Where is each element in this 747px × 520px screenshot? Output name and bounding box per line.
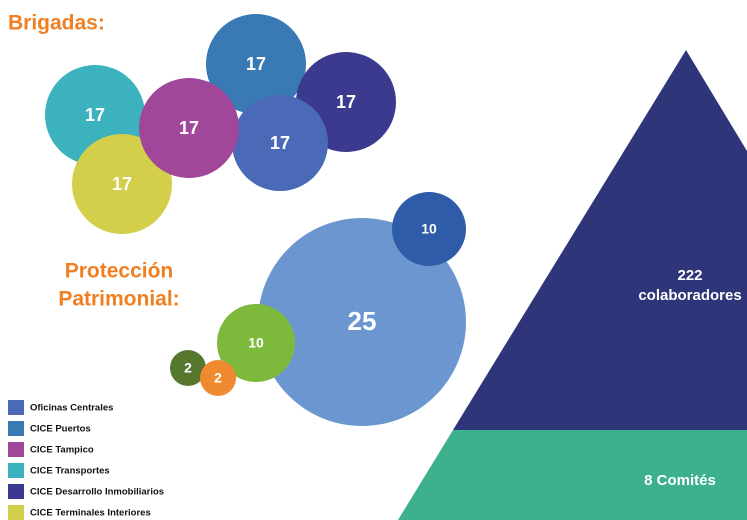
legend-label: CICE Puertos <box>30 424 91 435</box>
legend-swatch <box>8 400 24 415</box>
bubble <box>258 218 466 426</box>
bubble <box>139 78 239 178</box>
pyramid-label: colaboradores <box>638 287 741 304</box>
legend-swatch <box>8 505 24 520</box>
bubble <box>72 134 172 234</box>
legend-label: Oficinas Centrales <box>30 403 113 414</box>
bubble <box>200 360 236 396</box>
bubble-label: 10 <box>421 221 437 237</box>
legend-label: CICE Desarrollo Inmobiliarios <box>30 487 164 498</box>
bubble-label: 10 <box>248 335 264 351</box>
legend-label: CICE Transportes <box>30 466 110 477</box>
legend-swatch <box>8 463 24 478</box>
bubble-label: 17 <box>336 92 356 112</box>
bubble <box>217 304 295 382</box>
bubble-label: 25 <box>348 306 377 336</box>
bubble-label: 2 <box>184 360 192 376</box>
proteccion-title: Protección <box>65 260 174 283</box>
legend-swatch <box>8 484 24 499</box>
bubble-label: 17 <box>179 118 199 138</box>
bubble-label: 17 <box>85 105 105 125</box>
bubble-label: 17 <box>112 174 132 194</box>
brigadas-title: Brigadas: <box>8 12 105 35</box>
proteccion-title: Patrimonial: <box>58 288 179 311</box>
bubble-label: 2 <box>214 370 222 386</box>
pyramid-number: 222 <box>677 267 702 284</box>
bubble <box>206 14 306 114</box>
legend-label: CICE Terminales Interiores <box>30 508 151 519</box>
pyramid-top <box>453 50 747 430</box>
legend-swatch <box>8 421 24 436</box>
bubble <box>392 192 466 266</box>
bubble-label: 17 <box>246 54 266 74</box>
legend-label: CICE Tampico <box>30 445 94 456</box>
bubble-label: 17 <box>270 133 290 153</box>
bubble <box>170 350 206 386</box>
pyramid-bottom <box>398 430 747 520</box>
legend-swatch <box>8 442 24 457</box>
bubble <box>232 95 328 191</box>
pyramid-bottom-label: 8 Comités <box>644 472 716 489</box>
